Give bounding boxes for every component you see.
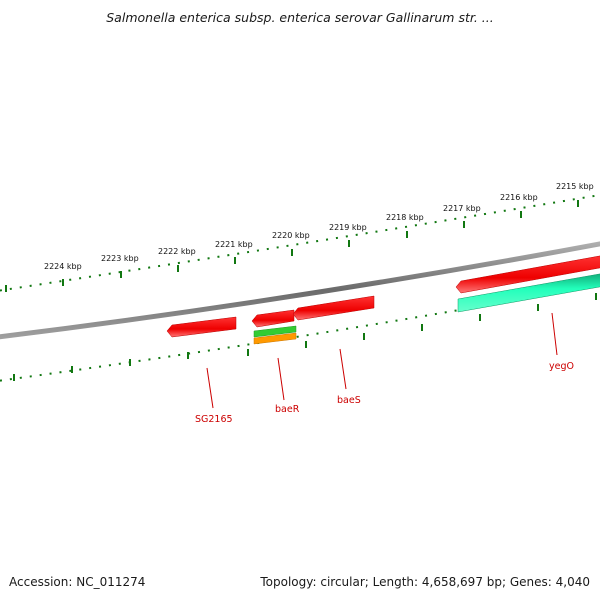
scale-label-2220: 2220 kbp [272, 231, 310, 240]
gene-yego-arrow[interactable] [455, 255, 600, 294]
feature-baer-orange[interactable] [253, 332, 297, 345]
scale-major-ticks-inner [13, 293, 597, 381]
scale-label-2215: 2215 kbp [556, 182, 594, 191]
scale-labels: 2224 kbp 2223 kbp 2222 kbp 2221 kbp 2220… [44, 182, 594, 271]
gene-leader-lines [206, 312, 558, 409]
gene-sg2165-arrow[interactable] [166, 316, 237, 338]
scale-label-2221: 2221 kbp [215, 240, 253, 249]
scale-tick-ring-inner [0, 284, 600, 382]
scale-label-2216: 2216 kbp [500, 193, 538, 202]
scale-label-2222: 2222 kbp [158, 247, 196, 256]
scale-tick-ring-outer [0, 194, 600, 292]
genome-title: Salmonella enterica subsp. enterica sero… [106, 10, 494, 25]
gene-label-baer[interactable]: baeR [275, 404, 300, 415]
gene-label-yego[interactable]: yegO [549, 361, 574, 372]
gene-label-baes[interactable]: baeS [337, 395, 361, 406]
accession-label: Accession: NC_011274 [9, 575, 146, 589]
scale-major-ticks [5, 200, 579, 292]
scale-label-2223: 2223 kbp [101, 254, 139, 263]
gene-label-sg2165[interactable]: SG2165 [195, 414, 233, 425]
gene-baes-arrow[interactable] [292, 295, 375, 321]
genome-backbone [0, 241, 600, 340]
feature-yego-cyan[interactable] [457, 273, 600, 313]
gene-baer-arrow[interactable] [251, 309, 295, 328]
scale-label-2218: 2218 kbp [386, 213, 424, 222]
scale-label-2224: 2224 kbp [44, 262, 82, 271]
scale-label-2217: 2217 kbp [443, 204, 481, 213]
feature-baer-green[interactable] [253, 325, 297, 338]
scale-label-2219: 2219 kbp [329, 223, 367, 232]
genome-summary: Topology: circular; Length: 4,658,697 bp… [260, 575, 590, 589]
